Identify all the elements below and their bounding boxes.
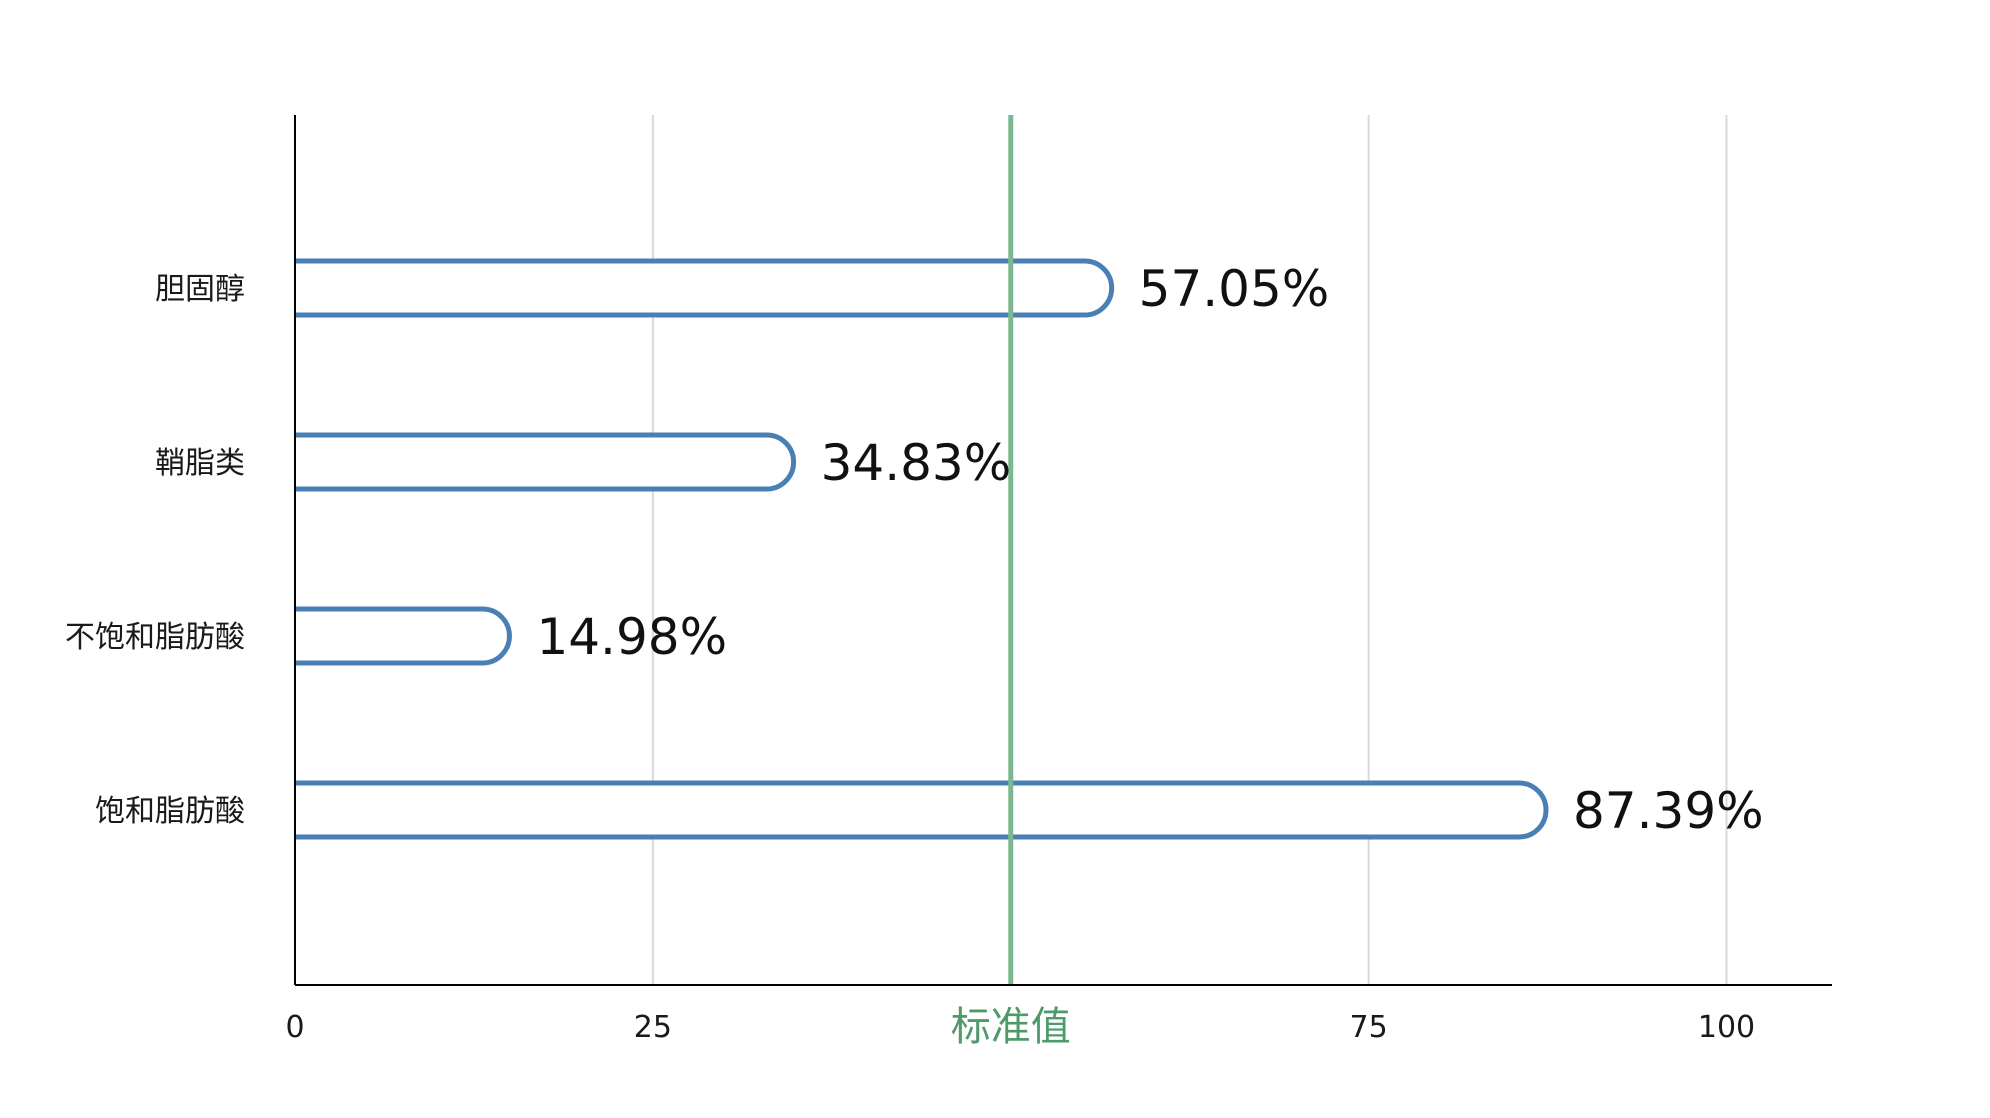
x-tick-labels: 0 25 标准值 75 100: [285, 1004, 1755, 1050]
value-label: 87.39%: [1573, 782, 1764, 840]
x-tick-label: 100: [1698, 1010, 1755, 1045]
bar-0: [295, 258, 1115, 318]
category-label: 不饱和脂肪酸: [65, 620, 245, 655]
bar-1: [295, 432, 797, 492]
axes: [294, 115, 1832, 986]
grid-lines: [651, 115, 1728, 985]
x-tick-label: 25: [634, 1010, 672, 1045]
value-label: 34.83%: [821, 434, 1012, 492]
category-label: 鞘脂类: [155, 446, 245, 481]
bars: [295, 258, 1549, 840]
bar-3: [295, 780, 1549, 840]
value-labels: 57.05% 34.83% 14.98% 87.39%: [536, 260, 1763, 840]
reference-tick-label: 标准值: [951, 1004, 1071, 1050]
value-label: 57.05%: [1139, 260, 1330, 318]
value-label: 14.98%: [536, 608, 727, 666]
category-label: 饱和脂肪酸: [95, 794, 245, 829]
x-tick-label: 0: [285, 1010, 304, 1045]
bar-2: [295, 606, 512, 666]
category-label: 胆固醇: [155, 272, 245, 307]
x-tick-label: 75: [1350, 1010, 1388, 1045]
